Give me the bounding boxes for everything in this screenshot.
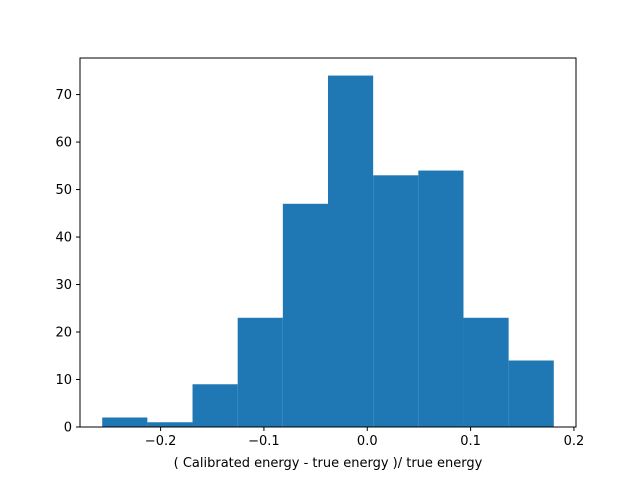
y-tick-label: 20 (55, 326, 72, 341)
histogram-bar (147, 422, 193, 427)
y-axis-ticks: 0 10 20 30 40 50 60 70 (55, 88, 80, 436)
y-tick-label: 40 (55, 231, 72, 246)
histogram-bar (463, 317, 509, 427)
x-axis-label: ( Calibrated energy - true energy )/ tru… (174, 456, 483, 471)
y-tick-label: 60 (55, 136, 72, 151)
histogram-bar (102, 417, 148, 427)
histogram-bar (328, 75, 374, 428)
y-tick-label: 0 (64, 421, 72, 436)
y-tick-label: 10 (55, 373, 72, 388)
y-tick-label: 50 (55, 183, 72, 198)
y-tick-label: 30 (55, 278, 72, 293)
histogram-bar (373, 175, 419, 427)
plot-frame (79, 57, 577, 428)
bars-group (102, 75, 554, 428)
histogram-bar (418, 170, 464, 427)
x-tick-label: 0.2 (564, 434, 585, 449)
histogram-bar (237, 317, 283, 427)
histogram-bar (192, 384, 238, 427)
y-tick-label: 70 (55, 88, 72, 103)
x-tick-label: 0.1 (460, 434, 481, 449)
x-tick-label: 0.0 (357, 434, 378, 449)
x-tick-label: −0.1 (248, 434, 280, 449)
x-axis-ticks: −0.2 −0.1 0.0 0.1 0.2 (145, 427, 584, 449)
histogram-bar (282, 203, 328, 427)
x-tick-label: −0.2 (145, 434, 177, 449)
histogram-bar (508, 360, 554, 427)
